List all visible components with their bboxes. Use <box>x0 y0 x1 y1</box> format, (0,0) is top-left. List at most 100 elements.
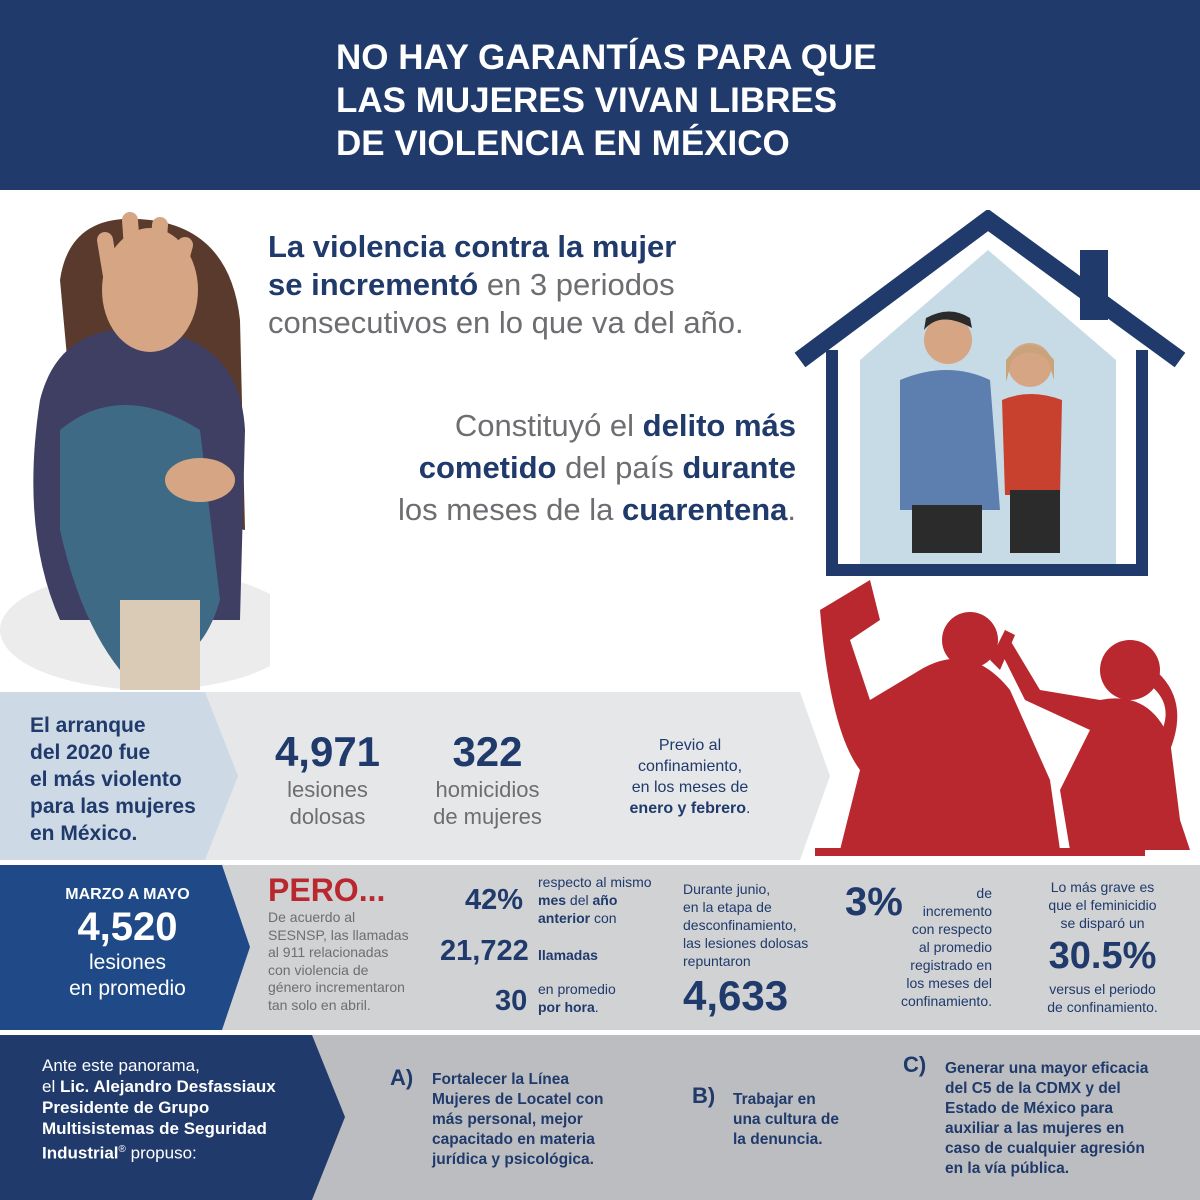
stat-label: en promedio <box>69 977 186 1000</box>
pct-bold: anterior <box>538 910 591 926</box>
femicide-block: Lo más grave es que el feminicidio se di… <box>1025 878 1180 1016</box>
proposal-line: Mujeres de Locatel con <box>432 1091 604 1108</box>
intro-text: los meses de la <box>397 492 622 527</box>
inc-line: confinamiento. <box>900 993 992 1009</box>
intro-text: . <box>787 492 796 527</box>
pero-line: con violencia de <box>268 961 369 978</box>
june-value: 4,633 <box>683 972 789 1019</box>
increase-3pct: 3% <box>845 880 903 924</box>
intro-bold: se incrementó <box>268 267 479 302</box>
intro-text: del país <box>556 450 683 485</box>
proposal-line: capacitado en materia <box>432 1131 595 1148</box>
lead-line: El arranque <box>30 714 146 737</box>
june-line: las lesiones dolosas <box>683 935 809 951</box>
lead-line: el <box>42 1077 60 1096</box>
pero-heading: PERO... <box>268 872 386 908</box>
proposal-c-text: Generar una mayor eficacia del C5 de la … <box>945 1059 1148 1179</box>
fem-line: se disparó un <box>1060 915 1145 931</box>
proposal-a-letter: A) <box>390 1065 414 1090</box>
intro-bold: cuarentena <box>621 492 788 527</box>
femicide-value: 30.5% <box>1048 935 1157 977</box>
pre-confinement-note: Previo al confinamiento, en los meses de… <box>600 735 780 819</box>
stat-value: 4,971 <box>274 728 381 775</box>
title-line: NO HAY GARANTÍAS PARA QUE <box>336 38 877 77</box>
march-may-summary: MARZO A MAYO 4,520 lesiones en promedio <box>40 886 215 1002</box>
intro-bold: delito más <box>642 408 796 443</box>
pero-line: SESNSP, las llamadas <box>268 926 409 943</box>
lead-bold: Multisistemas de Seguridad <box>42 1119 267 1138</box>
note-bold: enero y febrero <box>629 800 747 817</box>
proposal-line: la denuncia. <box>733 1131 823 1148</box>
pct-line: con <box>590 910 617 926</box>
june-line: repuntaron <box>683 953 751 969</box>
inc-line: incremento <box>922 903 992 919</box>
proposal-line: del C5 de la CDMX y del <box>945 1080 1121 1097</box>
fem-line: que el feminicidio <box>1048 897 1157 913</box>
proposal-line: Fortalecer la Línea <box>432 1071 569 1088</box>
inc-line: con respecto <box>911 921 992 937</box>
stat-lesiones-dolosas: 4,971 lesiones dolosas <box>265 728 390 830</box>
intro-paragraph-1: La violencia contra la mujer se incremen… <box>268 228 744 342</box>
june-text: Durante junio, en la etapa de desconfina… <box>683 880 808 970</box>
proposal-line: más personal, mejor <box>432 1111 583 1128</box>
calls-value: 21,722 <box>440 935 529 967</box>
intro-bold: La violencia contra la mujer <box>268 229 677 264</box>
inc-line: al promedio <box>918 939 992 955</box>
proposal-line: una cultura de <box>733 1111 839 1128</box>
pct-bold: mes <box>538 892 567 908</box>
proposal-line: Estado de México para <box>945 1100 1113 1117</box>
inc-line: de <box>976 885 992 901</box>
march-may-label-box <box>0 865 250 1030</box>
per-hour-line: en promedio <box>538 981 616 997</box>
pct-line: respecto al mismo <box>538 874 652 890</box>
start-2020-label-box <box>0 692 238 860</box>
intro-text: en 3 periodos <box>478 267 675 302</box>
fem-line: Lo más grave es <box>1050 879 1155 895</box>
start-2020-lead: El arranque del 2020 fue el más violento… <box>30 712 196 847</box>
page-title: NO HAY GARANTÍAS PARA QUE LAS MUJERES VI… <box>336 36 877 165</box>
lead-line: el más violento <box>30 768 182 791</box>
calls-label: llamadas <box>538 947 598 963</box>
title-line: LAS MUJERES VIVAN LIBRES <box>336 81 838 120</box>
pct-line: del <box>566 892 593 908</box>
header-banner <box>0 0 1200 190</box>
stat-value: 322 <box>452 728 523 775</box>
intro-text: Constituyó el <box>454 408 643 443</box>
note-line: confinamiento, <box>637 758 743 775</box>
pct-text: respecto al mismo mes del año anterior c… <box>538 873 652 927</box>
lead-bold: Presidente de Grupo <box>42 1098 210 1117</box>
house-couple-illustration <box>794 210 1186 576</box>
lead-line: del 2020 fue <box>30 741 151 764</box>
violence-silhouette-illustration <box>815 580 1190 856</box>
stat-label: lesiones <box>287 777 368 802</box>
proposal-line: Generar una mayor eficacia <box>945 1060 1149 1077</box>
stat-label: dolosas <box>289 804 366 829</box>
intro-paragraph-2: Constituyó el delito más cometido del pa… <box>330 405 796 531</box>
per-hour-text: en promedio por hora. <box>538 980 616 1016</box>
proposal-b-letter: B) <box>692 1083 716 1108</box>
pero-line: tan solo en abril. <box>268 996 371 1013</box>
march-may-heading: MARZO A MAYO <box>65 886 190 903</box>
stat-label: homicidios <box>435 777 540 802</box>
proposal-a-text: Fortalecer la Línea Mujeres de Locatel c… <box>432 1070 603 1170</box>
lead-line: para las mujeres <box>30 795 196 818</box>
lead-line: propuso: <box>125 1143 197 1163</box>
inc-line: los meses del <box>906 975 992 991</box>
note-line: en los meses de <box>631 779 749 796</box>
note-end: . <box>746 800 751 817</box>
stat-label: de mujeres <box>433 804 542 829</box>
distressed-woman-illustration <box>0 212 270 690</box>
increase-text: de incremento con respecto al promedio r… <box>870 884 992 1010</box>
proposal-line: jurídica y psicológica. <box>432 1151 594 1168</box>
proposal-label-box <box>0 1035 345 1200</box>
pero-line: género incrementaron <box>268 979 405 995</box>
intro-bold: cometido <box>418 450 557 485</box>
proposal-line: en la vía pública. <box>945 1160 1070 1177</box>
proposal-line: auxiliar a las mujeres en <box>945 1120 1125 1137</box>
intro-bold: durante <box>682 450 796 485</box>
per-hour-bold: por hora <box>538 999 595 1015</box>
registered-mark: ® <box>118 1144 126 1155</box>
pct-42: 42% <box>465 884 524 916</box>
proposal-line: caso de cualquier agresión <box>945 1140 1145 1157</box>
title-line: DE VIOLENCIA EN MÉXICO <box>336 124 790 163</box>
